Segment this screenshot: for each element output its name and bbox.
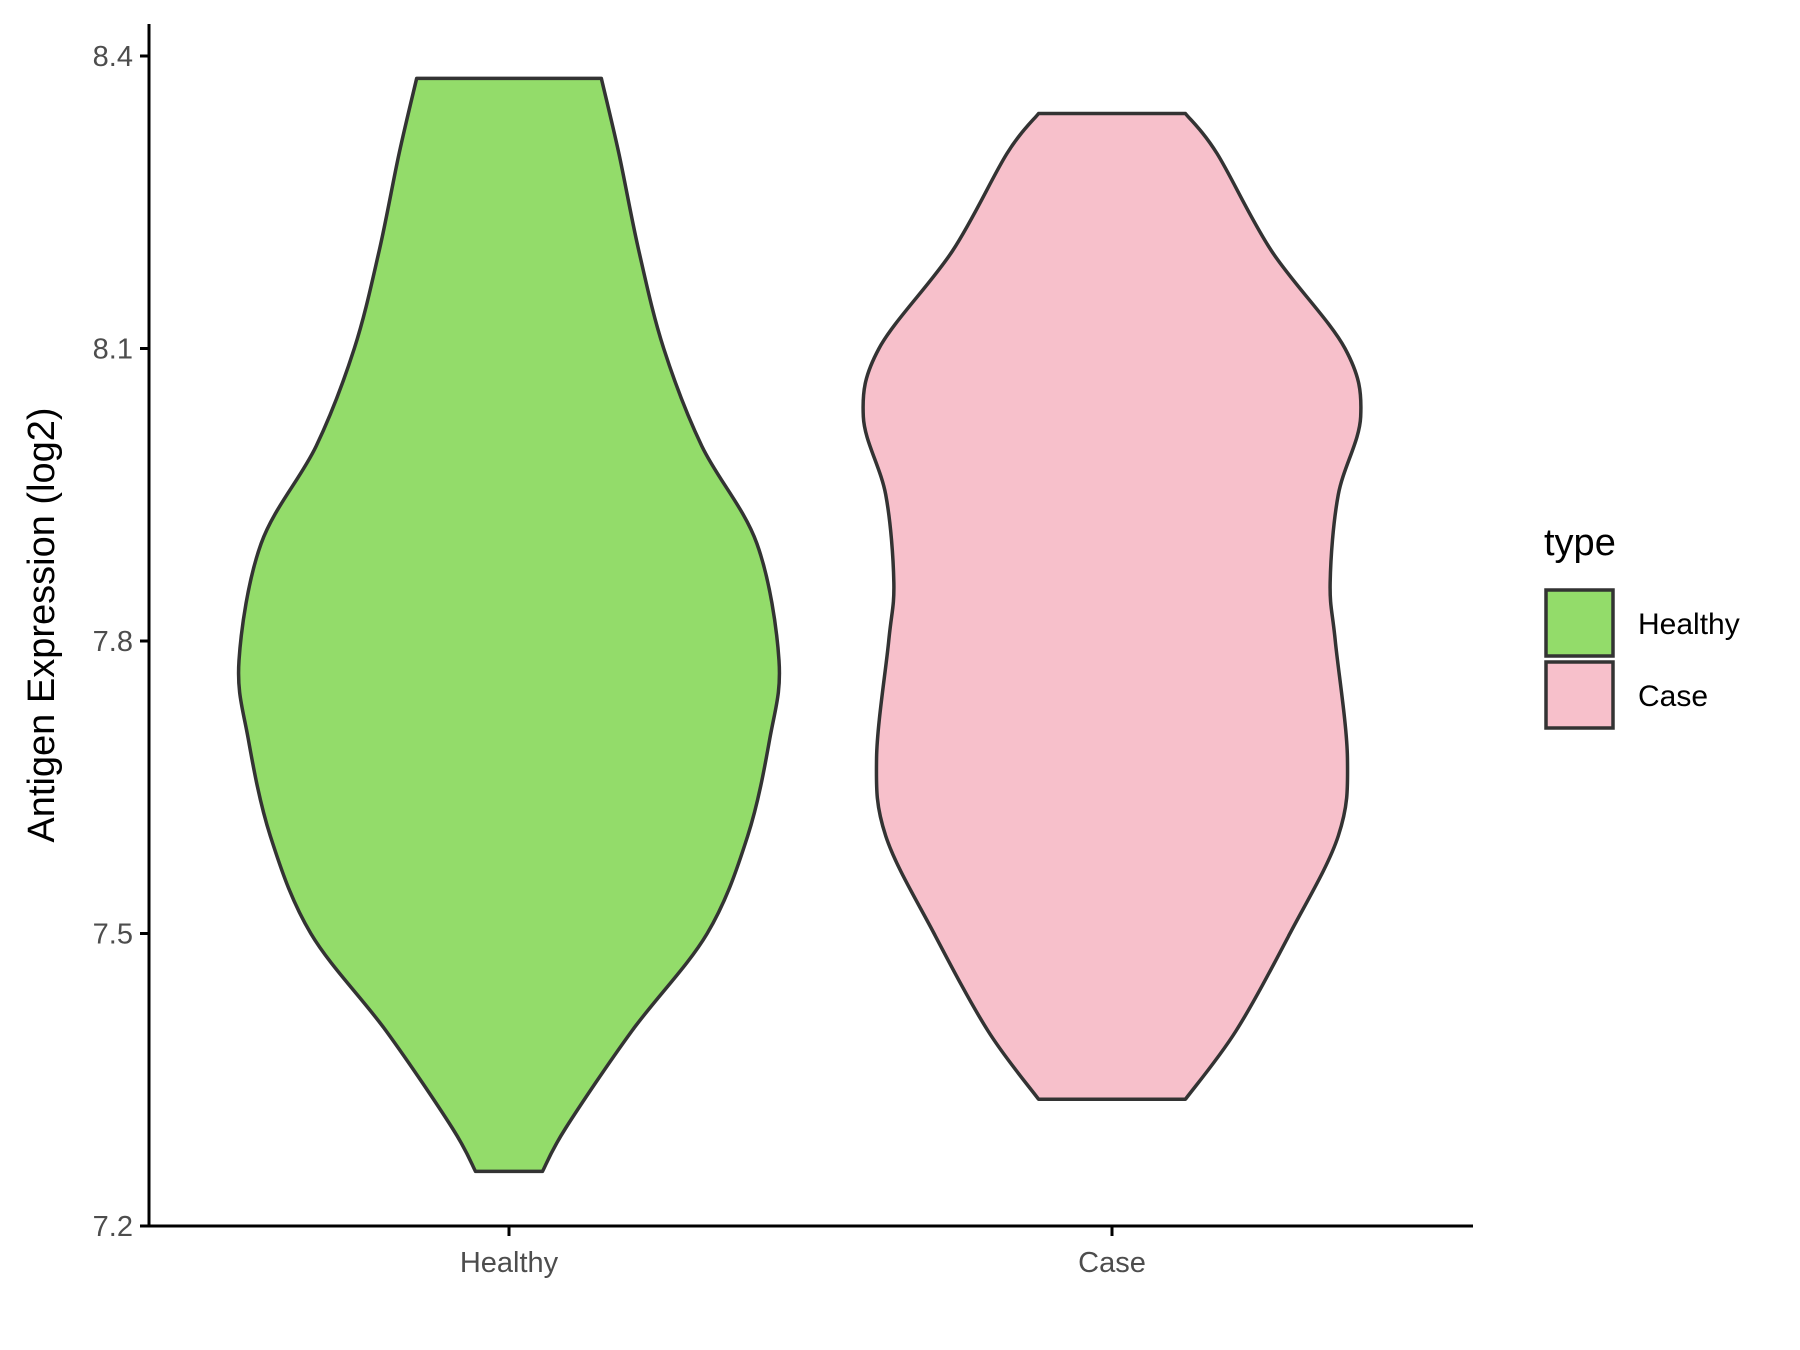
violins-layer	[236, 76, 1363, 1174]
legend-label-case: Case	[1638, 680, 1708, 713]
x-tick-label: Case	[1078, 1247, 1146, 1279]
y-tick-label: 7.8	[93, 626, 133, 658]
y-tick-label: 8.4	[93, 41, 133, 73]
legend-swatch-case	[1544, 660, 1615, 730]
y-ticks: 7.2 7.5 7.8 8.1 8.4	[93, 41, 149, 1243]
legend-label-healthy: Healthy	[1638, 608, 1740, 641]
y-tick-label: 8.1	[93, 334, 133, 366]
violin-case	[861, 111, 1363, 1101]
legend-swatch-healthy	[1544, 588, 1615, 658]
y-axis-title: Antigen Expression (log2)	[21, 407, 63, 842]
x-tick-label: Healthy	[460, 1247, 559, 1279]
violin-healthy	[236, 76, 782, 1174]
x-ticks: Healthy Case	[460, 1226, 1146, 1279]
legend-title: type	[1544, 522, 1616, 564]
y-tick-label: 7.5	[93, 919, 133, 951]
legend: Healthy Case	[1544, 588, 1740, 730]
y-tick-label: 7.2	[93, 1211, 133, 1243]
